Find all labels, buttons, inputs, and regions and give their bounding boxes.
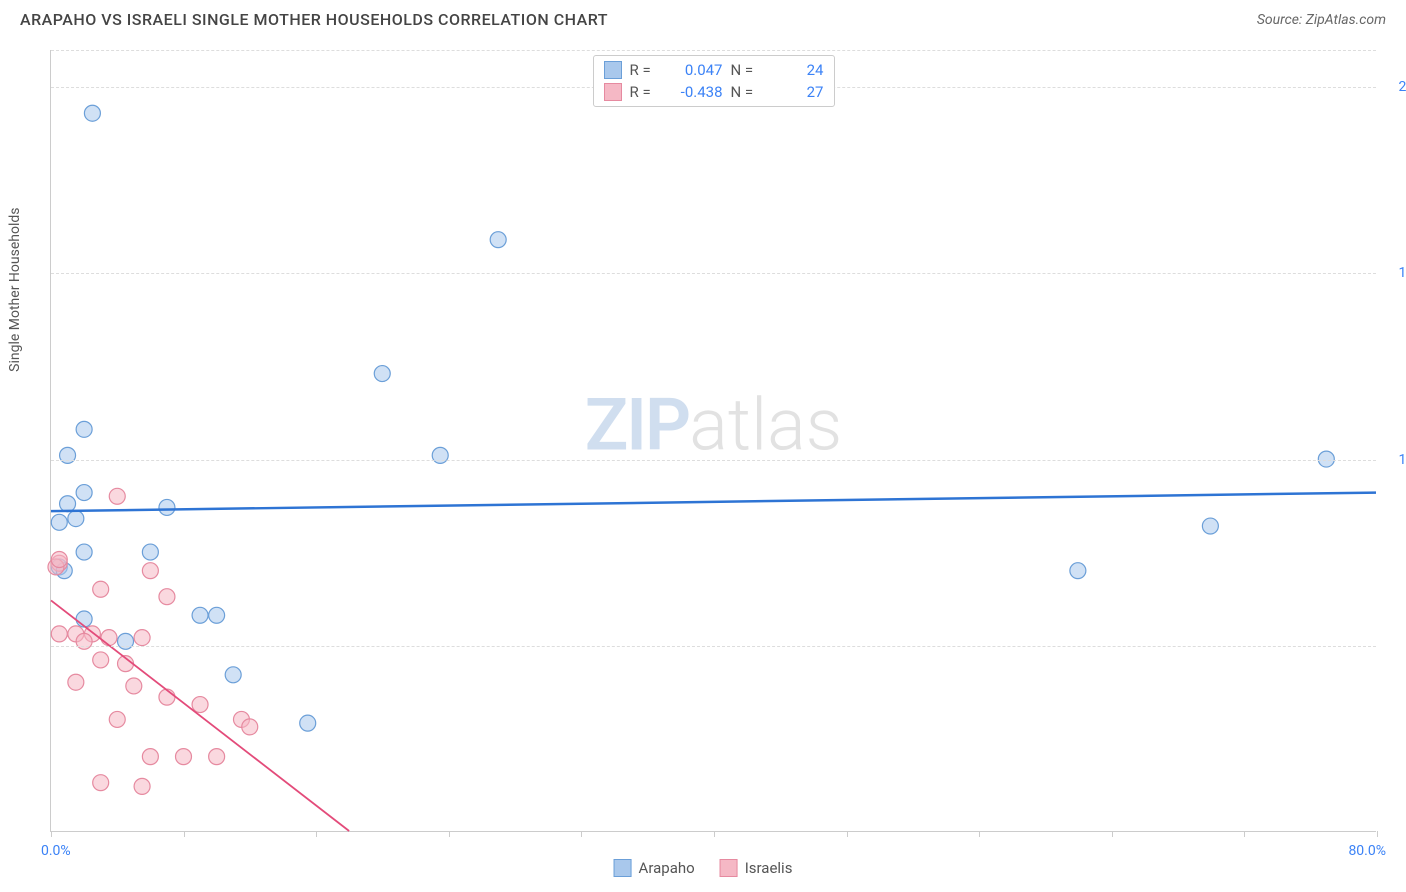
scatter-plot-svg [51,50,1376,831]
scatter-point [209,607,225,623]
gridline [51,273,1376,274]
scatter-point [93,581,109,597]
legend: Arapaho Israelis [614,859,793,877]
stats-row: R = -0.438 N = 27 [604,81,824,103]
legend-swatch [720,859,738,877]
scatter-point [68,511,84,527]
scatter-point [225,667,241,683]
scatter-point [76,421,92,437]
legend-label: Israelis [745,859,793,877]
scatter-point [126,678,142,694]
scatter-point [159,589,175,605]
scatter-point [134,630,150,646]
x-tick [316,831,317,837]
scatter-point [142,544,158,560]
scatter-point [192,697,208,713]
scatter-point [176,749,192,765]
gridline [51,646,1376,647]
x-tick [51,831,52,837]
scatter-point [84,105,100,121]
x-tick [1112,831,1113,837]
scatter-point [142,749,158,765]
x-tick [1377,831,1378,837]
scatter-point [60,447,76,463]
scatter-point [51,626,67,642]
scatter-point [76,633,92,649]
scatter-point [93,775,109,791]
scatter-point [1202,518,1218,534]
x-tick [184,831,185,837]
scatter-point [51,552,67,568]
scatter-point [118,633,134,649]
stat-n-value: 24 [769,61,824,79]
scatter-point [76,485,92,501]
stat-n-label: N = [731,83,761,101]
y-axis-title: Single Mother Households [7,208,23,372]
series-swatch [604,83,622,101]
legend-label: Arapaho [639,859,695,877]
scatter-point [159,689,175,705]
scatter-point [159,499,175,515]
scatter-point [490,232,506,248]
scatter-point [93,652,109,668]
legend-swatch [614,859,632,877]
scatter-point [68,674,84,690]
scatter-point [1070,563,1086,579]
scatter-point [300,715,316,731]
stat-n-value: 27 [769,83,824,101]
x-tick [449,831,450,837]
chart-plot-area: ZIPatlas R =0.047N =24R =-0.438N =27 0.0… [50,50,1376,832]
x-tick [847,831,848,837]
legend-item: Arapaho [614,859,695,877]
source-label: Source: ZipAtlas.com [1257,12,1386,28]
x-tick [714,831,715,837]
scatter-point [142,563,158,579]
x-tick [581,831,582,837]
scatter-point [109,711,125,727]
scatter-point [101,630,117,646]
chart-header: ARAPAHO VS ISRAELI SINGLE MOTHER HOUSEHO… [0,0,1406,34]
scatter-point [60,496,76,512]
y-tick-label: 15.0% [1398,265,1406,281]
x-axis-max-label: 80.0% [1348,843,1386,859]
stat-n-label: N = [731,61,761,79]
x-tick [979,831,980,837]
stats-box: R = 0.047 N = 24 R = -0.438 N = 27 [593,55,835,107]
stats-row: R = 0.047 N = 24 [604,59,824,81]
scatter-point [109,488,125,504]
scatter-point [192,607,208,623]
legend-item: Israelis [720,859,793,877]
scatter-point [134,778,150,794]
x-tick [1244,831,1245,837]
scatter-point [76,544,92,560]
stat-r-label: R = [630,83,660,101]
x-axis-min-label: 0.0% [41,843,71,859]
y-tick-label: 10.0% [1398,452,1406,468]
stat-r-value: -0.438 [668,83,723,101]
scatter-point [432,447,448,463]
scatter-point [76,611,92,627]
y-tick-label: 20.0% [1398,79,1406,95]
gridline [51,460,1376,461]
scatter-point [209,749,225,765]
trend-line [51,493,1376,512]
chart-title: ARAPAHO VS ISRAELI SINGLE MOTHER HOUSEHO… [20,10,608,29]
scatter-point [374,366,390,382]
scatter-point [242,719,258,735]
stat-r-value: 0.047 [668,61,723,79]
gridline [51,50,1376,51]
stat-r-label: R = [630,61,660,79]
scatter-point [51,514,67,530]
series-swatch [604,61,622,79]
